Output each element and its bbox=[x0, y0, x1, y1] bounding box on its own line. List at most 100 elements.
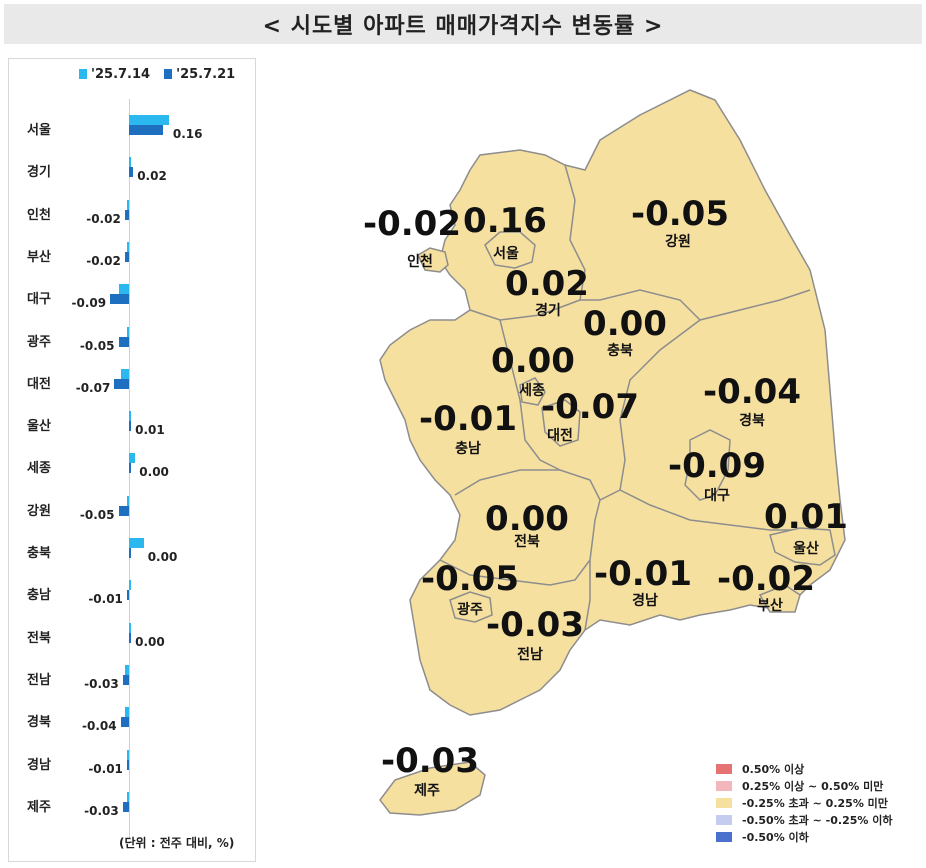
bar-curr bbox=[118, 336, 129, 347]
map-legend-swatch bbox=[716, 780, 732, 791]
map-legend-item: 0.25% 이상 ~ 0.50% 미만 bbox=[716, 777, 892, 794]
category-label: 부산 bbox=[27, 249, 51, 265]
map-region-name: 경남 bbox=[632, 592, 658, 609]
map-legend: 0.50% 이상 0.25% 이상 ~ 0.50% 미만 -0.25% 초과 ~ 0… bbox=[716, 760, 892, 845]
bar-row-15: 경남 -0.01 bbox=[9, 746, 255, 786]
category-label: 대전 bbox=[27, 376, 51, 392]
category-label: 전남 bbox=[27, 672, 51, 688]
bar-prev bbox=[126, 199, 129, 210]
region-ulsan bbox=[769, 527, 836, 566]
category-label: 대구 bbox=[27, 292, 51, 308]
region-daejeon bbox=[541, 399, 581, 447]
map-region-name: 경북 bbox=[739, 412, 765, 429]
bar-row-3: 부산 -0.02 bbox=[9, 238, 255, 278]
category-label: 강원 bbox=[27, 503, 51, 519]
bar-curr bbox=[120, 717, 129, 728]
region-daegu bbox=[684, 429, 731, 501]
map-legend-label: 0.50% 이상 bbox=[742, 762, 805, 776]
bar-prev bbox=[129, 115, 169, 125]
category-label: 경북 bbox=[27, 715, 51, 731]
category-label: 서울 bbox=[27, 123, 51, 138]
map-value-label: 0.01 bbox=[764, 497, 848, 537]
bar-curr bbox=[122, 801, 129, 812]
bar-curr bbox=[129, 421, 132, 432]
map-value-label: -0.02 bbox=[363, 204, 461, 244]
map-legend-item: 0.50% 이상 bbox=[716, 760, 892, 777]
page-title: < 시도별 아파트 매매가격지수 변동률 > bbox=[262, 14, 664, 39]
bar-curr bbox=[110, 294, 129, 305]
bar-prev bbox=[129, 157, 132, 168]
category-label: 경기 bbox=[27, 165, 51, 181]
data-label: -0.03 bbox=[84, 676, 119, 691]
category-label: 세종 bbox=[27, 461, 51, 477]
bar-curr bbox=[114, 378, 129, 389]
region-incheon bbox=[417, 247, 449, 273]
map-legend-label: -0.25% 초과 ~ 0.25% 미만 bbox=[742, 796, 888, 810]
map-region-name: 충남 bbox=[455, 440, 481, 457]
data-label: -0.05 bbox=[79, 507, 115, 522]
region-seoul bbox=[484, 231, 536, 269]
map-legend-swatch bbox=[716, 814, 732, 825]
data-label: 0.00 bbox=[135, 634, 165, 649]
bar-curr bbox=[126, 590, 129, 601]
map-legend-label: -0.50% 이하 bbox=[742, 830, 809, 844]
map-value-label: 0.16 bbox=[463, 201, 547, 241]
bar-prev bbox=[129, 538, 144, 548]
map-region-name: 광주 bbox=[457, 601, 483, 618]
border-gyeongnam-north bbox=[619, 489, 800, 531]
bar-row-5: 광주 -0.05 bbox=[9, 323, 255, 363]
bar-prev bbox=[124, 664, 129, 675]
bar-prev bbox=[129, 580, 131, 591]
map-value-label: -0.01 bbox=[419, 399, 517, 439]
category-label: 충남 bbox=[27, 588, 51, 604]
bar-prev bbox=[126, 326, 129, 337]
legend-label: '25.7.14 bbox=[91, 67, 151, 82]
bar-curr bbox=[129, 548, 131, 558]
region-gwangju bbox=[449, 591, 493, 623]
bar-curr bbox=[124, 209, 129, 220]
bar-row-7: 울산 0.01 bbox=[9, 407, 255, 447]
map-region-name: 제주 bbox=[414, 783, 440, 799]
data-label: -0.09 bbox=[71, 296, 107, 311]
region-jeju bbox=[379, 761, 486, 816]
map-legend-item: -0.25% 초과 ~ 0.25% 미만 bbox=[716, 794, 892, 811]
bar-row-2: 인천 -0.02 bbox=[9, 196, 255, 236]
map-region-name: 인천 bbox=[407, 253, 433, 270]
category-label: 충북 bbox=[27, 546, 51, 561]
bar-row-14: 경북 -0.04 bbox=[9, 703, 255, 743]
bar-curr bbox=[122, 674, 129, 685]
map-value-label: 0.00 bbox=[485, 499, 569, 539]
map-region-name: 울산 bbox=[793, 540, 819, 557]
map-legend-item: -0.50% 초과 ~ -0.25% 이하 bbox=[716, 811, 892, 828]
legend-swatch bbox=[164, 69, 173, 79]
map-legend-label: 0.25% 이상 ~ 0.50% 미만 bbox=[742, 779, 884, 793]
map-value-label: -0.05 bbox=[631, 194, 729, 234]
map-legend-item: -0.50% 이하 bbox=[716, 828, 892, 845]
map-region-name: 서울 bbox=[493, 245, 519, 262]
map-value-label: 0.00 bbox=[583, 304, 667, 344]
bar-prev bbox=[120, 368, 129, 379]
map-value-label: -0.07 bbox=[541, 387, 639, 427]
unit-note: (단위 : 전주 대비, %) bbox=[119, 836, 235, 850]
bar-row-1: 경기 0.02 bbox=[9, 153, 255, 193]
category-label: 인천 bbox=[27, 207, 51, 223]
bar-prev bbox=[126, 749, 129, 760]
bar-curr bbox=[129, 632, 131, 643]
border-jeonbuk-south bbox=[439, 559, 591, 586]
bar-prev bbox=[129, 453, 136, 464]
map-value-label: -0.03 bbox=[381, 741, 479, 781]
map-region-name: 강원 bbox=[665, 233, 691, 250]
map-legend-label: -0.50% 초과 ~ -0.25% 이하 bbox=[742, 813, 893, 827]
bar-row-10: 충북 0.00 bbox=[9, 534, 255, 574]
data-label: -0.01 bbox=[88, 761, 123, 776]
bar-row-9: 강원 -0.05 bbox=[9, 492, 255, 532]
border-gangwon-gyeongbuk bbox=[699, 289, 811, 321]
data-label: 0.00 bbox=[139, 465, 169, 480]
map-value-label: 0.02 bbox=[505, 264, 589, 304]
bar-curr bbox=[129, 167, 134, 178]
bar-curr bbox=[124, 251, 129, 262]
category-label: 제주 bbox=[27, 799, 51, 815]
data-label: 0.16 bbox=[172, 127, 203, 141]
map-region-name: 대전 bbox=[547, 427, 573, 444]
border-gyeonggi-chungbuk bbox=[469, 299, 581, 321]
